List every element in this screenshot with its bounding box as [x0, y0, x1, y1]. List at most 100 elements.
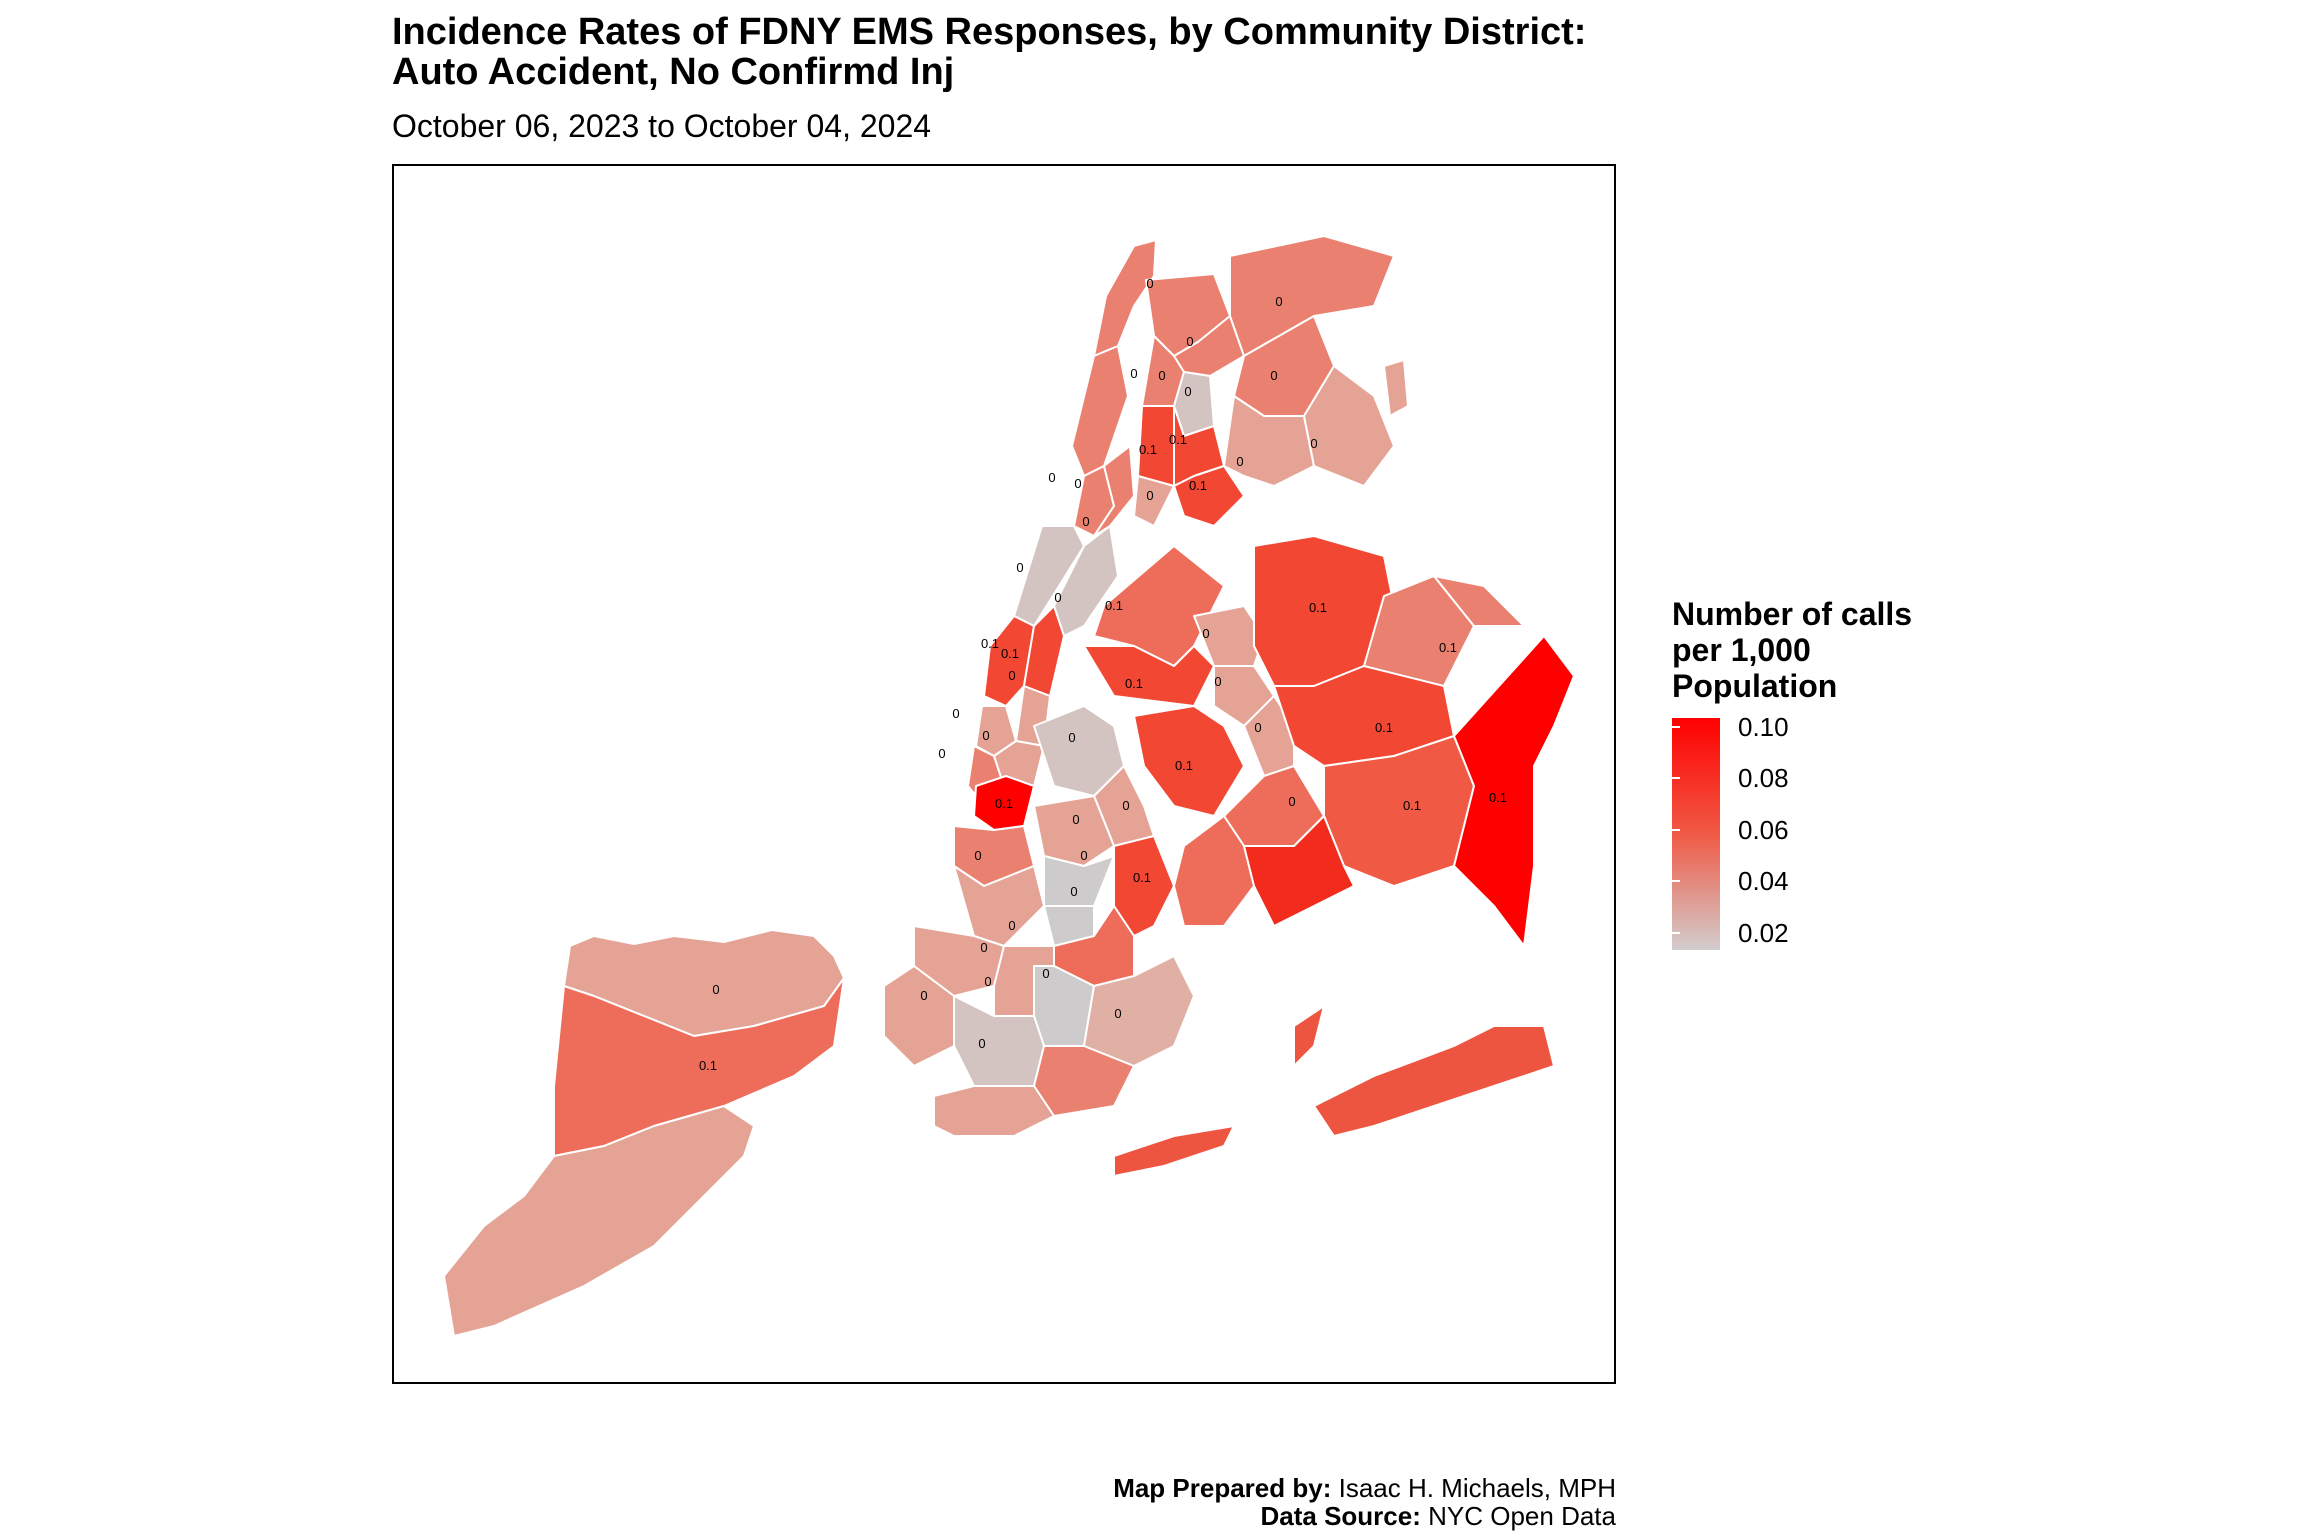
district-label: 0	[1122, 798, 1129, 813]
district-label: 0	[1114, 1006, 1121, 1021]
district-label: 0	[1158, 368, 1165, 383]
legend-tick	[1672, 777, 1680, 779]
district-label: 0.1	[1489, 790, 1507, 805]
district-qn-ridgewood	[1133, 705, 1245, 817]
district-label: 0	[984, 974, 991, 989]
prepared-by-value: Isaac H. Michaels, MPH	[1338, 1473, 1616, 1503]
district-bx-throgs	[1303, 365, 1395, 487]
title-line-2: Auto Accident, No Confirmd Inj	[392, 51, 955, 93]
data-source-label: Data Source:	[1260, 1501, 1421, 1531]
district-bx-parkchester	[1223, 395, 1315, 487]
district-label: 0	[1288, 794, 1295, 809]
legend-title-line-3: Population	[1672, 668, 1838, 704]
district-label: 0	[1068, 730, 1075, 745]
district-mn-upper-west	[1013, 525, 1085, 627]
map-panel: 0 0 0 0 0 0 0.1 0.1 0 0 0 0.1 0 0 0 0 0.…	[392, 164, 1616, 1384]
district-label: 0	[1130, 366, 1137, 381]
legend-tick-label: 0.10	[1738, 712, 1789, 742]
district-label: 0	[1054, 590, 1061, 605]
district-label: 0.1	[699, 1058, 717, 1073]
district-qn-ozone-park	[1173, 815, 1255, 927]
district-label: 0.1	[1125, 676, 1143, 691]
legend-tick	[1672, 880, 1680, 882]
district-label: 0	[1275, 294, 1282, 309]
district-label: 0	[1082, 514, 1089, 529]
data-source-line: Data Source: NYC Open Data	[1113, 1501, 1617, 1531]
district-label: 0	[978, 1036, 985, 1051]
district-mn-inwood	[1093, 239, 1157, 357]
date-range-subtitle: October 06, 2023 to October 04, 2024	[392, 108, 932, 144]
district-label: 0.1	[1189, 478, 1207, 493]
district-label: 0	[1146, 488, 1153, 503]
district-label: 0	[1146, 276, 1153, 291]
district-label: 0.1	[1439, 640, 1457, 655]
district-label: 0.1	[981, 636, 999, 651]
legend-color-bar	[1672, 718, 1720, 950]
data-source-value: NYC Open Data	[1428, 1501, 1616, 1531]
district-label: 0	[920, 988, 927, 1003]
district-label: 0	[1184, 384, 1191, 399]
district-qn-rockaway	[1313, 1025, 1555, 1137]
district-mn-midtown-e	[1023, 605, 1065, 697]
district-label: 0	[1236, 454, 1243, 469]
district-qn-long-island-city	[1083, 645, 1215, 707]
map-title: Incidence Rates of FDNY EMS Responses, b…	[392, 12, 1586, 92]
legend-tick	[1720, 726, 1730, 728]
district-bk-coney-island	[933, 1085, 1055, 1137]
district-bk-crown-heights	[1043, 855, 1115, 907]
legend-tick	[1720, 880, 1730, 882]
district-label: 0	[1008, 918, 1015, 933]
legend-tick	[1672, 726, 1680, 728]
district-label: 0.1	[1133, 870, 1151, 885]
district-bx-hunts-point	[1173, 465, 1245, 527]
district-bx-wakefield	[1229, 235, 1395, 357]
district-label: 0.1	[1105, 598, 1123, 613]
district-label: 0.1	[1001, 646, 1019, 661]
legend-tick-label: 0.06	[1738, 815, 1789, 845]
legend-tick	[1672, 829, 1680, 831]
nyc-community-district-map: 0 0 0 0 0 0 0.1 0.1 0 0 0 0.1 0 0 0 0 0.…	[443, 235, 1575, 1337]
district-bx-city-island	[1383, 359, 1409, 417]
district-label: 0	[1070, 884, 1077, 899]
district-bx-mott-haven	[1133, 475, 1175, 527]
district-label: 0	[938, 746, 945, 761]
district-qn-little-neck	[1433, 575, 1525, 627]
prepared-by-label: Map Prepared by:	[1113, 1473, 1332, 1503]
legend-tick-label: 0.02	[1738, 918, 1789, 948]
district-label: 0	[1072, 812, 1079, 827]
title-line-1: Incidence Rates of FDNY EMS Responses, b…	[392, 11, 1587, 53]
district-label: 0.1	[1175, 758, 1193, 773]
district-label: 0	[1270, 368, 1277, 383]
district-value-labels: 0 0 0 0 0 0 0.1 0.1 0 0 0 0.1 0 0 0 0 0.…	[699, 276, 1507, 1073]
district-label: 0	[712, 982, 719, 997]
district-label: 0.1	[1375, 720, 1393, 735]
district-label: 0.1	[1309, 600, 1327, 615]
district-label: 0	[1254, 720, 1261, 735]
district-label: 0	[1310, 436, 1317, 451]
legend-tick-label: 0.04	[1738, 866, 1789, 896]
district-label: 0	[1214, 674, 1221, 689]
district-label: 0	[982, 728, 989, 743]
district-label: 0	[1048, 470, 1055, 485]
legend-tick	[1720, 777, 1730, 779]
district-label: 0.1	[995, 796, 1013, 811]
district-qn-howard-beach	[1243, 815, 1355, 927]
district-label: 0	[1008, 668, 1015, 683]
district-label: 0.1	[1139, 442, 1157, 457]
district-label: 0	[952, 706, 959, 721]
legend-tick	[1720, 829, 1730, 831]
district-label: 0	[1016, 560, 1023, 575]
district-label: 0	[980, 940, 987, 955]
district-label: 0.1	[1169, 432, 1187, 447]
map-caption: Map Prepared by: Isaac H. Michaels, MPH …	[1113, 1474, 1616, 1530]
legend-title-line-1: Number of calls	[1672, 596, 1913, 632]
district-qn-queens-village	[1453, 635, 1575, 947]
legend-tick	[1672, 932, 1680, 934]
district-label: 0	[1042, 966, 1049, 981]
district-label: 0	[1202, 626, 1209, 641]
district-label: 0	[1080, 848, 1087, 863]
district-qn-broad-channel	[1293, 1005, 1325, 1067]
district-label: 0	[1186, 334, 1193, 349]
district-bk-bed-stuy	[1033, 795, 1115, 867]
district-si-south	[443, 1105, 755, 1337]
